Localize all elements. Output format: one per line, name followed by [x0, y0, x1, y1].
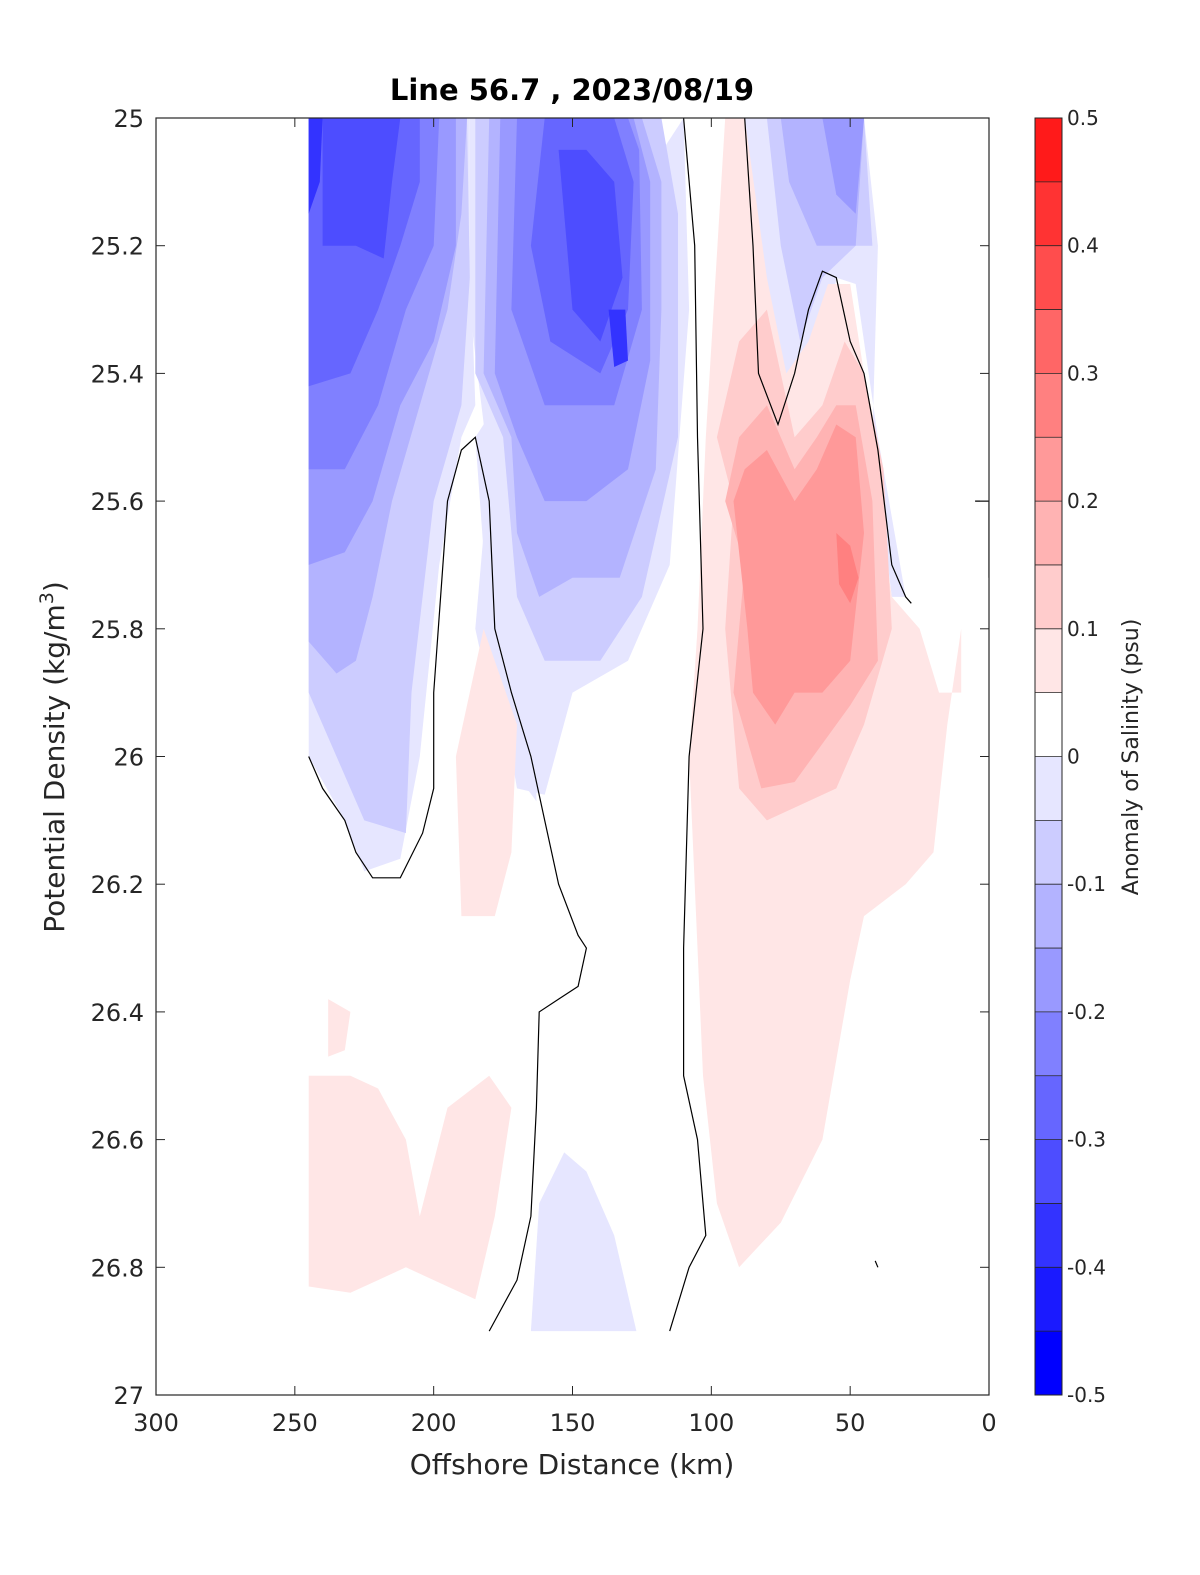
colorbar-swatch — [1035, 1331, 1062, 1395]
colorbar-swatch — [1035, 884, 1062, 949]
contour-region-20 — [608, 309, 628, 367]
zero-contour-line-4 — [874, 1260, 879, 1268]
zero-contour-line-2 — [744, 118, 912, 604]
colorbar-tick-label: 0.5 — [1067, 106, 1099, 130]
y-tick-label: 26.2 — [91, 871, 144, 899]
colorbar-tick-label: -0.4 — [1067, 1255, 1106, 1279]
x-axis-title: Offshore Distance (km) — [410, 1448, 735, 1481]
contour-region-18 — [322, 118, 401, 259]
colorbar-swatch — [1035, 118, 1062, 182]
colorbar-swatch — [1035, 756, 1062, 821]
colorbar-swatch — [1035, 1139, 1062, 1204]
plot-area: 300 250 200 150 100 50 0 2525.225.425.625.8262… — [91, 105, 997, 1437]
colorbar: -0.5 -0.4 -0.3 -0.2 -0.1 0 0.1 0.2 0.3 0.4 0.5 — [1034, 106, 1106, 1407]
colorbar-swatch — [1035, 628, 1062, 693]
y-tick-label: 26.6 — [91, 1127, 144, 1155]
y-axis-title-superscript: 3 — [36, 592, 58, 604]
x-tick-label: 300 — [133, 1409, 179, 1437]
colorbar-tick-label: 0.1 — [1067, 617, 1099, 641]
y-tick-label: 26.4 — [91, 999, 144, 1027]
y-tick-label: 25 — [113, 105, 144, 133]
contour-fill-layer — [308, 118, 962, 1332]
colorbar-tick-label: 0.3 — [1067, 361, 1099, 385]
zero-contour-line-3 — [975, 500, 989, 578]
x-axis: 300 250 200 150 100 50 0 — [133, 118, 997, 1437]
y-tick-label: 25.4 — [91, 360, 144, 388]
colorbar-tick-label: -0.1 — [1067, 872, 1106, 896]
colorbar-swatch — [1035, 181, 1062, 246]
contour-region-13 — [822, 118, 864, 214]
contour-region-21 — [308, 118, 323, 214]
contour-region-25 — [328, 999, 351, 1057]
y-tick-label: 25.8 — [91, 616, 144, 644]
y-axis-title-main: Potential Density (kg/m — [38, 604, 71, 933]
y-axis: 25 25.2 25.4 25.6 25.8 26 26.2 26.4 26.6 26.8 27 — [91, 105, 989, 1410]
colorbar-tick-label: -0.5 — [1067, 1383, 1106, 1407]
zero-contour-line-1 — [669, 118, 707, 1332]
colorbar-tick-label: -0.3 — [1067, 1128, 1106, 1152]
chart-title: Line 56.7 , 2023/08/19 — [390, 73, 754, 107]
y-tick-label: 26.8 — [91, 1254, 144, 1282]
colorbar-tick-label: 0 — [1067, 745, 1080, 769]
y-axis-title: Potential Density (kg/m3) — [36, 581, 71, 933]
zero-contour-line-0 — [308, 436, 588, 1332]
x-tick-label: 150 — [550, 1409, 596, 1437]
colorbar-swatch — [1035, 437, 1062, 502]
y-tick-label: 27 — [113, 1382, 144, 1410]
colorbar-tick-label: -0.2 — [1067, 1000, 1106, 1024]
colorbar-tick-label: 0.2 — [1067, 489, 1099, 513]
y-axis-title-end: ) — [38, 581, 71, 592]
colorbar-swatch — [1035, 692, 1062, 757]
colorbar-swatch — [1035, 245, 1062, 310]
colorbar-swatch — [1035, 820, 1062, 885]
colorbar-swatch — [1035, 1203, 1062, 1268]
y-tick-label: 26 — [113, 744, 144, 772]
contour-region-23 — [455, 628, 517, 917]
colorbar-title: Anomaly of Salinity (psu) — [1119, 619, 1144, 896]
colorbar-swatch — [1035, 564, 1062, 629]
colorbar-swatch — [1035, 1075, 1062, 1140]
x-tick-label: 0 — [981, 1409, 996, 1437]
colorbar-swatch — [1035, 501, 1062, 565]
contour-region-24 — [308, 1075, 512, 1300]
x-tick-label: 100 — [688, 1409, 734, 1437]
zero-contour-layer — [308, 118, 989, 1332]
x-tick-label: 250 — [272, 1409, 318, 1437]
colorbar-swatch — [1035, 309, 1062, 374]
colorbar-tick-label: 0.4 — [1067, 234, 1099, 258]
colorbar-swatch — [1035, 373, 1062, 438]
contour-region-4 — [530, 1152, 637, 1332]
contour-region-29 — [836, 533, 859, 604]
y-tick-label: 25.2 — [91, 233, 144, 261]
contour-region-19 — [558, 149, 623, 342]
colorbar-swatch — [1035, 948, 1062, 1012]
x-tick-label: 50 — [835, 1409, 866, 1437]
colorbar-frame — [1034, 117, 1063, 1396]
x-tick-label: 200 — [411, 1409, 457, 1437]
y-tick-label: 25.6 — [91, 488, 144, 516]
colorbar-swatch — [1035, 1011, 1062, 1076]
contour-region-28 — [733, 424, 864, 725]
colorbar-swatch — [1035, 1267, 1062, 1332]
